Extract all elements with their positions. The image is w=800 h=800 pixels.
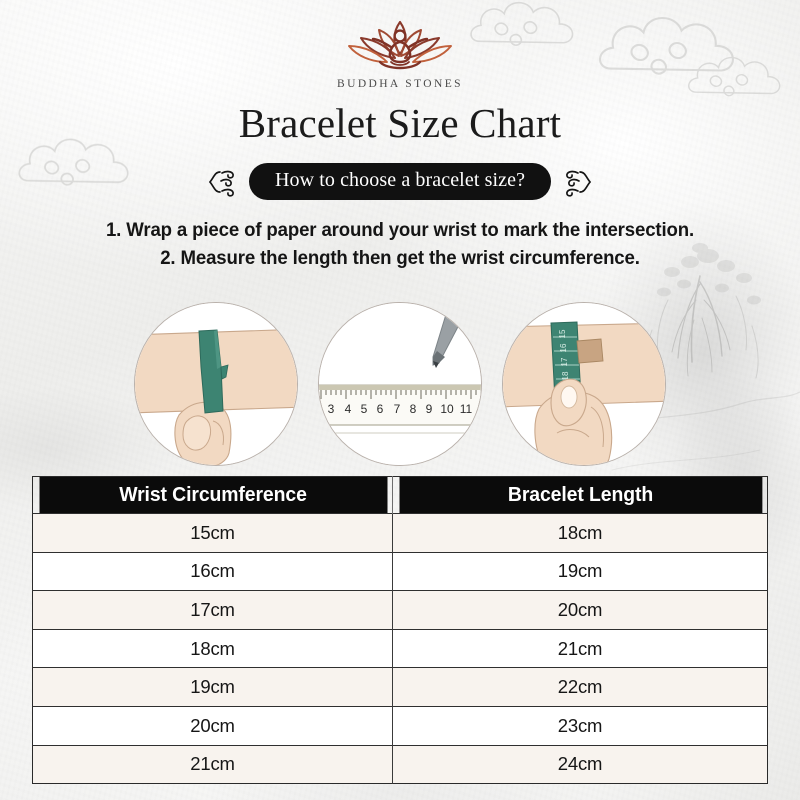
table-row: 20cm 23cm <box>32 705 768 746</box>
figure-wrist-paper-wrap <box>134 302 298 466</box>
table-row: 17cm 20cm <box>32 590 768 630</box>
cell-bracelet-length: 20cm <box>392 590 768 630</box>
cell-wrist-circumference: 17cm <box>32 590 393 630</box>
lotus-meditation-icon <box>348 20 452 70</box>
instruction-step-2: 2. Measure the length then get the wrist… <box>160 247 640 270</box>
svg-text:8: 8 <box>410 402 417 416</box>
cell-bracelet-length: 23cm <box>392 705 768 746</box>
svg-text:10: 10 <box>440 402 454 416</box>
wrist-paper-wrap-icon <box>135 303 297 465</box>
table-row: 21cm 24cm <box>32 744 768 784</box>
how-to-banner-text: How to choose a bracelet size? <box>248 163 552 200</box>
cell-bracelet-length: 18cm <box>392 513 768 553</box>
cell-bracelet-length: 21cm <box>392 628 768 668</box>
instructions-list: 1. Wrap a piece of paper around your wri… <box>0 216 800 273</box>
table-row: 18cm 21cm <box>32 628 768 668</box>
cell-wrist-circumference: 15cm <box>32 513 393 553</box>
brand-name: BUDDHA STONES <box>337 78 463 90</box>
svg-text:16: 16 <box>559 343 568 352</box>
svg-text:9: 9 <box>426 402 433 416</box>
instruction-step-1: 1. Wrap a piece of paper around your wri… <box>105 219 695 241</box>
size-chart-table: Wrist Circumference Bracelet Length 15cm… <box>32 476 768 785</box>
curly-flourish-right-icon <box>566 170 591 197</box>
cell-wrist-circumference: 16cm <box>32 551 393 591</box>
svg-text:18: 18 <box>561 371 570 380</box>
table-row: 16cm 19cm <box>32 551 768 591</box>
table-header-row: Wrist Circumference Bracelet Length <box>33 476 768 514</box>
cell-wrist-circumference: 19cm <box>32 667 393 707</box>
column-header-bracelet-length: Bracelet Length <box>398 476 762 514</box>
cell-bracelet-length: 24cm <box>392 744 768 784</box>
svg-text:17: 17 <box>560 357 569 366</box>
svg-text:5: 5 <box>361 402 368 416</box>
wrist-tape-thumb-icon: 15 16 17 18 <box>503 303 665 465</box>
svg-text:12: 12 <box>477 402 482 416</box>
figure-thumb-marking-tape: 15 16 17 18 <box>502 302 666 466</box>
cell-bracelet-length: 22cm <box>392 667 768 707</box>
table-row: 15cm 18cm <box>32 513 768 553</box>
svg-text:3: 3 <box>328 402 335 416</box>
figure-ruler-pencil: 3 4 5 6 7 8 9 10 11 12 <box>318 302 482 466</box>
cell-bracelet-length: 19cm <box>392 551 768 591</box>
cell-wrist-circumference: 20cm <box>32 705 393 746</box>
svg-text:7: 7 <box>394 402 401 416</box>
column-header-wrist-circumference: Wrist Circumference <box>37 476 388 514</box>
cell-wrist-circumference: 21cm <box>32 744 393 784</box>
table-row: 19cm 22cm <box>32 667 768 707</box>
svg-text:6: 6 <box>377 402 384 416</box>
curly-flourish-left-icon <box>209 170 234 197</box>
svg-text:11: 11 <box>460 402 473 416</box>
svg-text:15: 15 <box>558 329 567 338</box>
brand-logo: BUDDHA STONES <box>0 14 800 90</box>
banner: How to choose a bracelet size? <box>0 163 800 200</box>
page-title: Bracelet Size Chart <box>238 100 562 146</box>
ruler-pencil-icon: 3 4 5 6 7 8 9 10 11 12 <box>319 303 482 465</box>
svg-text:4: 4 <box>345 402 352 416</box>
cell-wrist-circumference: 18cm <box>32 628 393 668</box>
illustration-row: 3 4 5 6 7 8 9 10 11 12 <box>0 302 800 466</box>
